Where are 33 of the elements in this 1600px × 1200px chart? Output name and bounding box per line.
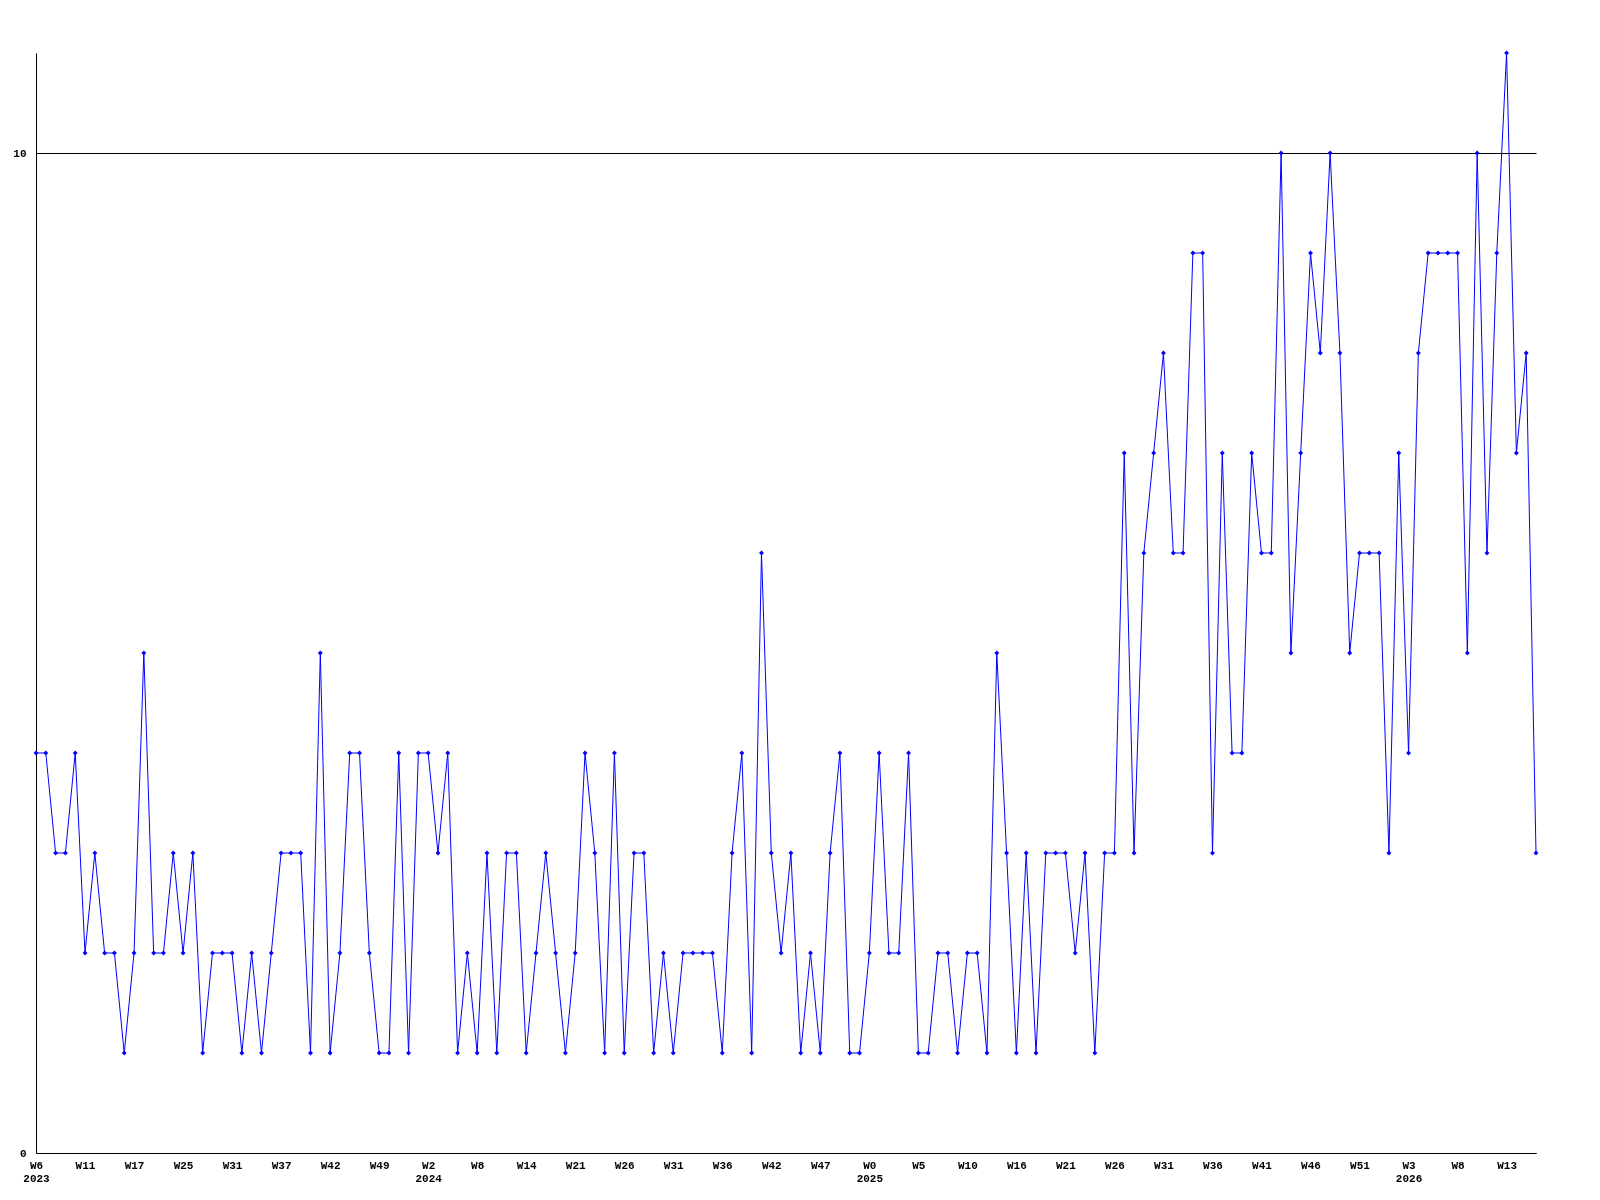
x-tick-label: W36	[712, 1159, 733, 1172]
x-tick-label: W11	[75, 1159, 96, 1172]
x-tick-label: W42	[320, 1159, 341, 1172]
x-tick-label: W3 2026	[1395, 1159, 1423, 1185]
x-tick-label: W41	[1252, 1159, 1273, 1172]
x-tick-label: W26	[1105, 1159, 1125, 1172]
x-tick-label: W46	[1301, 1159, 1321, 1172]
x-tick-label: W31	[663, 1159, 685, 1172]
x-tick-label: W17	[124, 1159, 145, 1172]
x-tick-label: W2 2024	[415, 1159, 443, 1185]
x-tick-label: W6 2023	[23, 1159, 51, 1185]
x-tick-label: W31	[1154, 1159, 1175, 1172]
y-tick-label: 0	[19, 1147, 27, 1160]
x-tick-label: W8	[471, 1159, 485, 1172]
x-tick-label: W5	[912, 1159, 926, 1172]
x-tick-label: W10	[957, 1159, 978, 1172]
x-tick-label: W26	[614, 1159, 635, 1172]
x-tick-label: W16	[1006, 1159, 1027, 1172]
x-tick-label: W21	[565, 1159, 587, 1172]
x-tick-label: W31	[222, 1159, 243, 1172]
x-tick-label: W47	[810, 1159, 831, 1172]
x-tick-label: W25	[173, 1159, 194, 1172]
x-tick-label: W14	[516, 1159, 537, 1172]
x-tick-label: W36	[1203, 1159, 1223, 1172]
x-tick-label: W0 2025	[856, 1159, 884, 1185]
y-tick-label: 10	[13, 147, 27, 160]
x-tick-label: W51	[1350, 1159, 1371, 1172]
x-tick-label: W8	[1451, 1159, 1466, 1172]
x-tick-label: W49	[369, 1159, 390, 1172]
x-tick-label: W13	[1497, 1159, 1518, 1172]
x-tick-label: W21	[1056, 1159, 1077, 1172]
x-tick-label: W37	[271, 1159, 292, 1172]
x-tick-label: W42	[761, 1159, 782, 1172]
